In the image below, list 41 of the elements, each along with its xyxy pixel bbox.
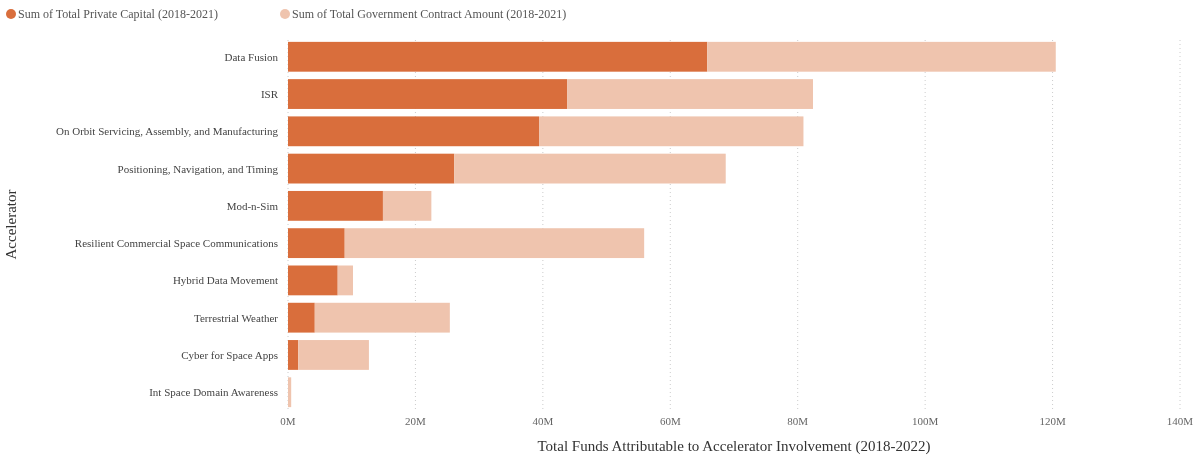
y-tick-label: Positioning, Navigation, and Timing xyxy=(117,162,279,175)
x-tick-label: 0M xyxy=(280,415,296,427)
y-tick-label: Hybrid Data Movement xyxy=(172,274,278,287)
bar xyxy=(567,79,814,109)
bar xyxy=(382,190,432,221)
x-tick-label: 80M xyxy=(787,415,809,427)
bar xyxy=(288,79,568,109)
bar xyxy=(288,377,292,408)
bar xyxy=(288,228,345,259)
bar xyxy=(288,302,315,333)
y-tick-label: Cyber for Space Apps xyxy=(181,348,278,361)
y-tick-label: Resilient Commercial Space Communications xyxy=(74,237,278,250)
y-tick-label: Terrestrial Weather xyxy=(194,311,279,324)
bar xyxy=(298,340,369,370)
x-tick-label: 100M xyxy=(912,415,939,427)
x-tick-label: 140M xyxy=(1166,415,1194,427)
x-tick-label: 40M xyxy=(532,415,554,427)
bar xyxy=(288,340,299,370)
x-tick-label: 60M xyxy=(659,415,681,427)
x-tick-label: 20M xyxy=(405,415,427,427)
legend-label: Sum of Total Private Capital (2018-2021) xyxy=(18,7,218,21)
y-axis-title: Accelerator xyxy=(3,189,19,260)
bar xyxy=(288,41,708,72)
bar xyxy=(288,153,455,184)
y-tick-label: ISR xyxy=(260,88,279,101)
bar xyxy=(288,265,338,296)
bar xyxy=(344,228,645,259)
bar xyxy=(314,302,450,333)
bar xyxy=(539,116,804,147)
bar xyxy=(288,116,540,147)
y-tick-label: On Orbit Servicing, Assembly, and Manufacturing xyxy=(56,125,279,138)
y-tick-label: Mod-n-Sim xyxy=(226,199,279,212)
bar xyxy=(337,265,353,296)
y-tick-label: Int Space Domain Awareness xyxy=(149,386,278,399)
x-axis-title: Total Funds Attributable to Accelerator Involvement (2018-2022) xyxy=(537,438,931,455)
bar xyxy=(288,190,383,221)
legend-label: Sum of Total Government Contract Amount (2018-2021) xyxy=(292,7,567,21)
bar xyxy=(454,153,726,184)
bar xyxy=(707,41,1056,72)
y-tick-label: Data Fusion xyxy=(224,50,279,63)
x-tick-label: 120M xyxy=(1039,415,1066,427)
